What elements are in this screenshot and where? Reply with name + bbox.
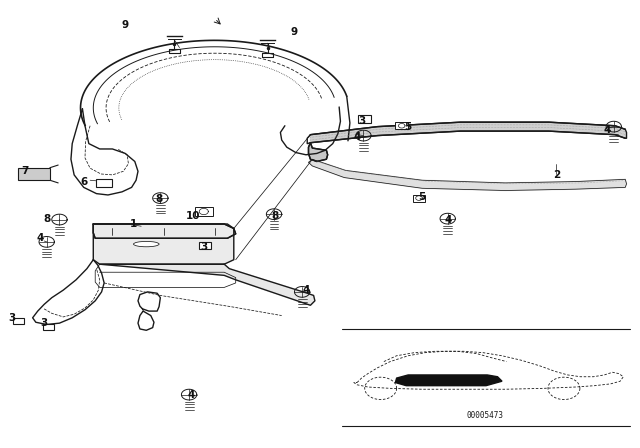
Text: 4: 4 (353, 132, 361, 142)
Text: 4: 4 (302, 285, 310, 295)
Text: 3: 3 (200, 242, 207, 252)
Text: 00005473: 00005473 (467, 411, 503, 420)
Text: 4: 4 (188, 390, 195, 400)
Text: 3: 3 (8, 313, 16, 323)
Ellipse shape (134, 241, 159, 247)
Text: 3: 3 (40, 318, 48, 328)
FancyBboxPatch shape (18, 168, 50, 180)
Text: 3: 3 (358, 116, 365, 126)
Text: 5: 5 (419, 192, 426, 202)
Text: 10: 10 (186, 211, 201, 221)
Text: 8: 8 (43, 214, 51, 224)
Polygon shape (396, 375, 502, 386)
FancyBboxPatch shape (396, 122, 408, 129)
Text: 6: 6 (80, 177, 87, 186)
Polygon shape (308, 159, 627, 190)
FancyBboxPatch shape (358, 116, 371, 123)
FancyBboxPatch shape (413, 194, 426, 202)
FancyBboxPatch shape (198, 242, 211, 249)
FancyBboxPatch shape (43, 323, 54, 330)
Text: 2: 2 (553, 170, 560, 180)
Text: 1: 1 (130, 219, 137, 229)
Text: 8: 8 (156, 194, 163, 204)
Text: 4: 4 (444, 215, 451, 224)
Text: 8: 8 (271, 211, 279, 221)
Text: 4: 4 (604, 125, 611, 135)
Text: 5: 5 (404, 122, 412, 132)
Polygon shape (93, 224, 234, 264)
Polygon shape (308, 143, 328, 161)
Polygon shape (310, 122, 625, 143)
Polygon shape (93, 224, 236, 238)
Polygon shape (100, 264, 315, 305)
Text: 9: 9 (291, 27, 298, 37)
Text: 4: 4 (36, 233, 44, 243)
Text: 7: 7 (21, 166, 29, 177)
FancyBboxPatch shape (195, 207, 212, 216)
FancyBboxPatch shape (13, 318, 24, 324)
Text: 9: 9 (122, 20, 129, 30)
FancyBboxPatch shape (96, 179, 112, 187)
